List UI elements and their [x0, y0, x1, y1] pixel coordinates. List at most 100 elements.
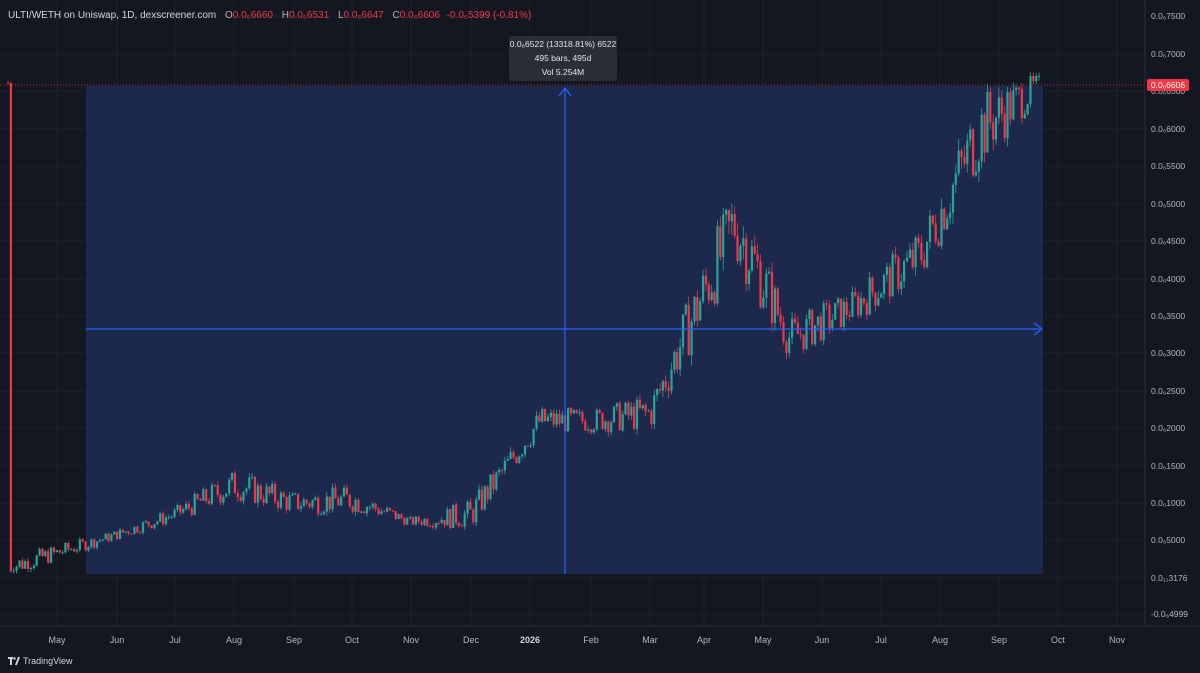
candle-body	[894, 254, 897, 258]
candle-body	[176, 505, 179, 510]
candle-body	[205, 489, 208, 502]
candle-body	[294, 493, 297, 495]
tradingview-label: TradingView	[23, 656, 73, 666]
candle-body	[1015, 87, 1018, 91]
time-axis-label: Aug	[931, 635, 949, 645]
candle-body	[538, 415, 541, 422]
candle-body	[816, 316, 820, 326]
candle-body	[90, 539, 93, 547]
candle-body	[1032, 76, 1035, 82]
price-axis-label: 0.0₆5000	[1151, 199, 1186, 209]
candle-body	[35, 555, 38, 566]
candle-body	[113, 531, 116, 535]
candle-body	[1012, 90, 1015, 120]
candle-body	[509, 452, 512, 459]
candle-body	[710, 292, 713, 300]
candle-body	[432, 525, 435, 528]
candle-body	[236, 493, 239, 498]
candle-body	[331, 487, 334, 510]
candle-body	[98, 540, 101, 542]
candle-body	[12, 570, 15, 572]
candle-body	[535, 415, 538, 429]
candle-body	[455, 504, 458, 523]
candle-body	[647, 410, 650, 412]
candle-body	[914, 237, 917, 268]
candle-body	[164, 517, 168, 525]
candle-body	[423, 518, 426, 525]
candle-body	[736, 235, 739, 262]
candle-body	[624, 402, 627, 415]
candle-body	[618, 403, 621, 431]
candle-body	[357, 499, 360, 513]
candle-body	[822, 303, 825, 341]
candle-body	[940, 208, 943, 246]
candle-body	[934, 223, 937, 242]
measure-vertical-arrowhead	[558, 87, 572, 97]
candle-body	[127, 531, 130, 534]
candle-body	[702, 275, 705, 302]
candle-body	[567, 408, 570, 432]
candle-body	[61, 552, 64, 554]
close-label: C	[392, 10, 400, 21]
price-axis-label: 0.0₆5500	[1151, 161, 1186, 171]
candle-body	[730, 214, 733, 222]
candle-body	[607, 421, 610, 433]
candle-body	[150, 525, 153, 529]
candle-body	[590, 429, 593, 433]
candle-body	[32, 565, 35, 568]
candle-body	[837, 298, 840, 303]
candle-body	[50, 547, 53, 563]
close-value: 0.0₆6606	[399, 10, 440, 21]
candle-body	[676, 352, 679, 370]
candle-body	[153, 524, 156, 529]
candle-body	[518, 456, 521, 463]
candle-body	[400, 514, 403, 519]
candle-body	[363, 511, 366, 514]
candle-body	[107, 533, 110, 541]
candle-body	[460, 525, 463, 527]
candle-body	[452, 504, 455, 528]
candle-body	[928, 215, 932, 242]
candle-body	[443, 520, 446, 526]
candle-body	[291, 493, 294, 496]
candle-body	[403, 518, 406, 525]
tradingview-logo-icon	[8, 657, 20, 665]
candle-body	[328, 496, 331, 510]
candle-body	[1035, 76, 1038, 82]
candle-body	[118, 529, 122, 539]
time-axis-label: Sep	[285, 635, 303, 645]
candle-body	[156, 521, 159, 525]
candle-body	[394, 511, 397, 519]
candle-body	[759, 261, 762, 308]
candle-body	[498, 470, 501, 473]
candle-body	[463, 513, 466, 527]
price-axis-label: 0.0₆5000	[1151, 535, 1186, 545]
candle-body	[159, 513, 162, 522]
candle-body	[337, 498, 340, 506]
candle-body	[745, 238, 748, 284]
candle-body	[6, 83, 10, 85]
candle-body	[937, 241, 940, 246]
measure-bars-text: 495 bars, 495d	[534, 53, 592, 63]
candle-body	[920, 242, 923, 261]
tradingview-branding[interactable]: TradingView	[8, 656, 73, 666]
candle-body	[555, 413, 558, 425]
candle-body	[110, 534, 113, 541]
candle-body	[1000, 97, 1003, 114]
time-axis-label: Mar	[642, 635, 658, 645]
candle-body	[722, 214, 725, 257]
candle-body	[544, 408, 547, 422]
candle-body	[354, 499, 357, 512]
candle-body	[268, 486, 271, 494]
candle-body	[299, 506, 303, 509]
candle-body	[87, 547, 90, 551]
candle-body	[196, 494, 199, 499]
candle-body	[262, 499, 265, 503]
candle-body	[848, 315, 851, 317]
candle-body	[992, 122, 995, 140]
candle-body	[828, 304, 831, 328]
price-axis-label: 0.0₆2000	[1151, 423, 1186, 433]
candle-body	[1017, 87, 1021, 89]
candle-body	[230, 473, 234, 480]
